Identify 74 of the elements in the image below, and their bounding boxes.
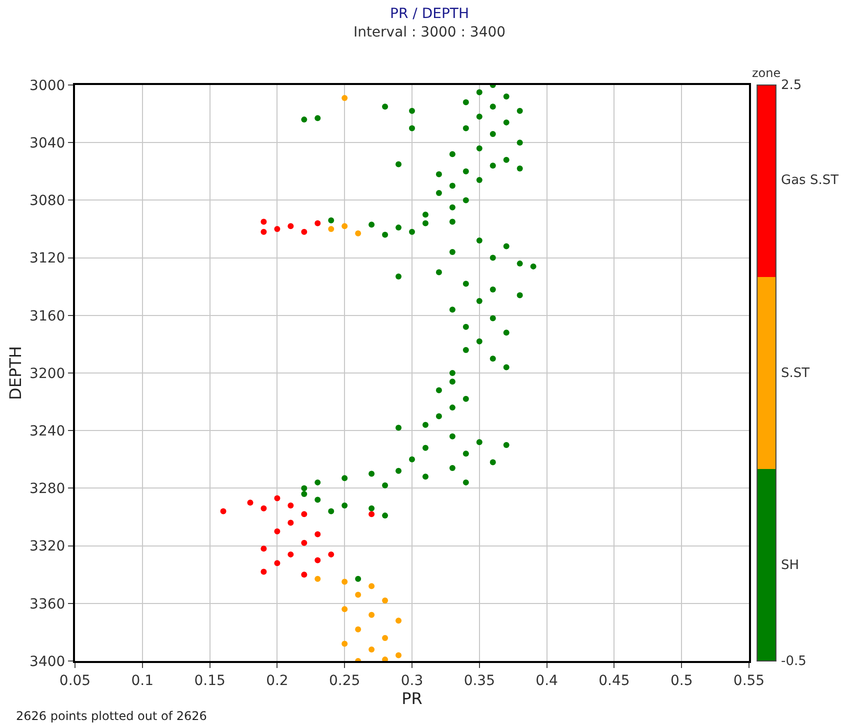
point (288, 520, 294, 526)
point (328, 551, 334, 558)
x-tick-label: 0.35 (464, 672, 495, 689)
point (396, 652, 402, 658)
x-tick-label: 0.25 (329, 672, 360, 689)
point (301, 511, 308, 518)
y-tick-label: 3280 (30, 481, 66, 498)
x-tick-label: 0.3 (400, 672, 424, 689)
x-tick-label: 0.55 (733, 672, 765, 689)
point (368, 612, 375, 618)
text: 2626 points plotted out of 2626 (16, 709, 207, 723)
point (355, 230, 362, 236)
color-bar-label: 2.5 (781, 78, 802, 93)
point (382, 634, 388, 641)
chart-title: PR / DEPTH (390, 6, 469, 22)
point (301, 572, 308, 578)
point (328, 226, 334, 232)
point (355, 626, 362, 632)
y-tick-label: 3320 (30, 538, 66, 555)
chart-subtitle: Interval : 3000 : 3400 (353, 24, 506, 40)
point (301, 228, 308, 235)
point (314, 576, 321, 582)
point (342, 606, 348, 612)
x-tick-label: 0.15 (194, 672, 226, 689)
point (314, 557, 321, 564)
y-tick-label: 3080 (30, 193, 66, 210)
point (274, 528, 280, 534)
y-tick-label: 3000 (30, 78, 66, 94)
x-tick-label: 0.5 (670, 672, 693, 689)
point (288, 223, 294, 230)
point (288, 502, 294, 508)
x-tick-label: 0.1 (131, 672, 154, 689)
x-tick-label: 0.2 (266, 672, 288, 689)
point (342, 94, 348, 101)
point (274, 495, 280, 502)
x-tick-label: 0.4 (536, 672, 558, 689)
point (301, 540, 308, 546)
x-axis-title: PR (402, 688, 422, 708)
color-bar-label: SH (781, 558, 800, 573)
point (274, 560, 280, 566)
point (314, 531, 321, 538)
y-tick-label: 3040 (30, 136, 66, 152)
point (260, 228, 267, 235)
point (368, 511, 375, 518)
color-bar-title: zone (752, 66, 781, 80)
point (368, 583, 375, 590)
y-axis-title: DEPTH (6, 346, 25, 400)
point (314, 220, 321, 226)
point (368, 646, 375, 652)
point (342, 640, 348, 647)
point (382, 598, 388, 604)
x-tick-label: 0.05 (59, 672, 91, 689)
point (260, 568, 267, 575)
point (274, 226, 280, 232)
y-tick-label: 3240 (30, 424, 66, 440)
y-tick-label: 3400 (30, 654, 66, 670)
y-tick-label: 3200 (30, 366, 66, 382)
color-bar-label: -0.5 (781, 654, 806, 669)
y-tick-label: 3360 (30, 596, 66, 612)
point (247, 500, 254, 506)
y-tick-label: 3160 (30, 308, 66, 324)
point (342, 223, 348, 230)
point (260, 546, 267, 552)
color-bar-label: S.ST (781, 366, 810, 381)
point (342, 578, 348, 585)
x-tick-label: 0.45 (598, 672, 630, 689)
point (220, 508, 226, 514)
y-tick-label: 3120 (30, 250, 66, 267)
point (260, 505, 267, 512)
point (396, 618, 402, 624)
point (260, 218, 267, 225)
point (288, 551, 294, 558)
point (355, 592, 362, 598)
color-bar-label: Gas S.ST (781, 173, 839, 188)
